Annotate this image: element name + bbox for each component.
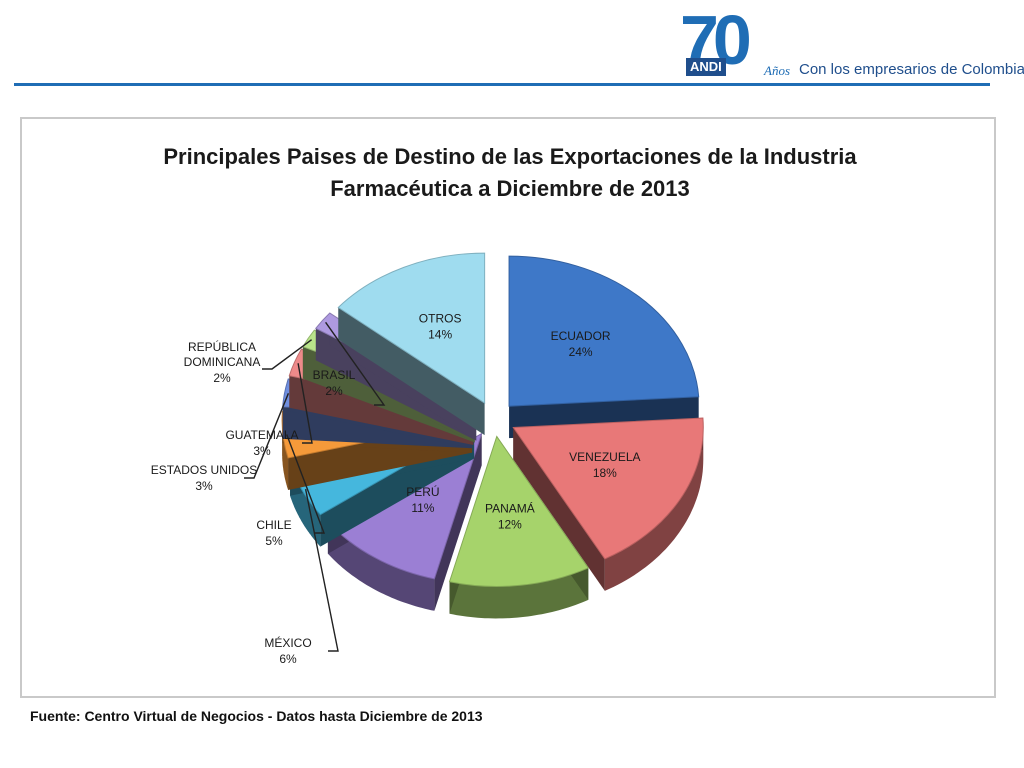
slice-label-chile: CHILE 5% — [256, 518, 291, 548]
slice-label-line: ECUADOR — [551, 329, 611, 343]
slice-value-estados-unidos: 3% — [195, 479, 213, 493]
slice-label-line: REPÚBLICA — [188, 339, 256, 354]
pie-chart: ECUADOR 24% VENEZUELA 18% PANAMÁ 12% PERÚ 11% MÉ… — [151, 252, 704, 666]
pie-slice-face — [434, 433, 482, 611]
slice-value-mexico: 6% — [279, 652, 297, 666]
slice-label-line: PERÚ — [406, 484, 439, 499]
logo-tagline: Con los empresarios de Colombia — [799, 61, 1024, 78]
header-rule — [14, 83, 990, 86]
slice-label-line: VENEZUELA — [569, 450, 640, 464]
chart-title-line-1: Principales Paises de Destino de las Exp… — [163, 144, 857, 169]
leader-line-mexico — [304, 488, 339, 652]
slice-label-line: CHILE — [256, 518, 291, 532]
pie-slice-top — [508, 255, 700, 407]
slice-label-panama: PANAMÁ 12% — [485, 500, 535, 531]
header: 70 ANDI Años Con los empresarios de Colo… — [0, 0, 1024, 90]
pie-slice-top — [337, 252, 486, 404]
slice-label-line: ESTADOS UNIDOS — [151, 463, 257, 477]
leader-line-republica-dominicana — [262, 339, 313, 370]
leader-line-chile — [286, 434, 326, 534]
slice-value-republica-dominicana: 2% — [213, 371, 231, 385]
pie-slices — [281, 252, 704, 619]
pie-slice-side — [327, 521, 435, 611]
pie-slice-side — [449, 567, 589, 619]
pie-slice-ecuador — [508, 255, 700, 439]
leader-line-guatemala — [297, 363, 313, 444]
chart-title: Principales Paises de Destino de las Exp… — [22, 141, 998, 205]
slice-label-estados-unidos: ESTADOS UNIDOS 3% — [151, 463, 257, 493]
slice-value-peru: 11% — [411, 501, 434, 515]
pie-slice-venezuela — [512, 417, 704, 591]
slice-value-panama: 12% — [498, 517, 522, 531]
chart-frame: ECUADOR 24% VENEZUELA 18% PANAMÁ 12% PERÚ 11% MÉ… — [20, 117, 996, 698]
slice-label-peru: PERÚ 11% — [406, 484, 439, 515]
slice-label-brasil: BRASIL 2% — [313, 368, 356, 398]
slice-value-otros: 14% — [428, 327, 452, 341]
slice-label-otros: OTROS 14% — [419, 311, 462, 341]
pie-slice-top — [448, 435, 590, 587]
leader-lines — [244, 321, 386, 652]
pie-slice-otros — [337, 252, 486, 436]
andi-logo: 70 ANDI Años Con los empresarios de Colo… — [678, 2, 1024, 84]
slice-value-ecuador: 24% — [569, 345, 593, 359]
leader-line-estados-unidos — [244, 393, 290, 479]
slice-value-brasil: 2% — [325, 384, 343, 398]
slice-label-line: DOMINICANA — [184, 355, 261, 369]
slice-label-line: OTROS — [419, 311, 462, 325]
pie-slice-side — [282, 420, 289, 490]
logo-brand: ANDI — [686, 58, 726, 76]
slice-label-ecuador: ECUADOR 24% — [551, 329, 611, 359]
source-note: Fuente: Centro Virtual de Negocios - Dat… — [30, 708, 483, 724]
pie-slice-face — [513, 427, 605, 591]
pie-slice-side — [604, 427, 704, 591]
slice-label-venezuela: VENEZUELA 18% — [569, 450, 640, 480]
chart-title-line-2: Farmacéutica a Diciembre de 2013 — [330, 176, 690, 201]
slice-value-guatemala: 3% — [253, 444, 271, 458]
pie-slice-top — [512, 417, 704, 560]
slice-label-line: BRASIL — [313, 368, 356, 382]
slice-value-venezuela: 18% — [593, 466, 617, 480]
pie-slice-face — [338, 307, 485, 436]
leader-line-brasil — [325, 321, 386, 406]
logo-anos: Años — [764, 63, 790, 78]
slice-value-chile: 5% — [265, 534, 283, 548]
slice-labels: ECUADOR 24% VENEZUELA 18% PANAMÁ 12% PERÚ 11% MÉ… — [151, 311, 641, 666]
slice-label-line: GUATEMALA — [225, 428, 298, 442]
slice-label-line: PANAMÁ — [485, 500, 535, 515]
slice-label-mexico: MÉXICO 6% — [264, 635, 311, 666]
slice-label-line: MÉXICO — [264, 635, 311, 650]
slice-label-republica-dominicana: REPÚBLICA DOMINICANA 2% — [184, 339, 261, 385]
slice-label-guatemala: GUATEMALA 3% — [225, 428, 298, 458]
pie-slice-panama — [448, 435, 590, 619]
